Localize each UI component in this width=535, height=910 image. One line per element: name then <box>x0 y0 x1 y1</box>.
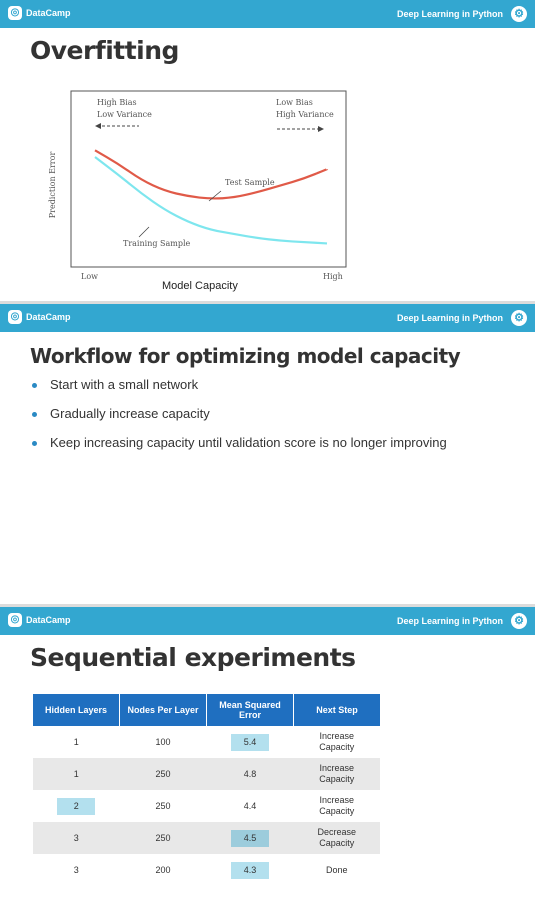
cell-layers: 1 <box>33 758 120 790</box>
annotation-high-bias: High Bias <box>97 98 137 107</box>
cell-next-step: Done <box>325 864 348 875</box>
slide-workflow: ◎ DataCamp Deep Learning in Python ⚙ Work… <box>0 304 535 604</box>
table-header-row: Hidden Layers Nodes Per Layer Mean Squar… <box>33 694 380 726</box>
slide-title: Overfitting <box>30 36 179 65</box>
training-sample-line <box>94 156 328 245</box>
pointer-training <box>138 226 150 238</box>
bullet-item: Gradually increase capacity <box>30 405 470 422</box>
label-test-sample: Test Sample <box>225 178 275 187</box>
cell-nodes: 250 <box>119 758 207 790</box>
course-icon: ⚙ <box>511 6 527 22</box>
header-hidden-layers: Hidden Layers <box>33 694 120 726</box>
header-nodes-per-layer: Nodes Per Layer <box>119 694 207 726</box>
datacamp-logo: ◎ DataCamp <box>8 310 71 324</box>
layers-highlight: 2 <box>57 797 96 815</box>
label-training-sample: Training Sample <box>123 239 191 248</box>
course-title: Deep Learning in Python <box>396 9 503 19</box>
cell-nodes: 250 <box>119 822 207 854</box>
annotation-high-variance: High Variance <box>276 110 334 119</box>
cell-mse: 4.8 <box>206 758 294 790</box>
annotation-low-bias: Low Bias <box>276 98 313 107</box>
cell-layers: 3 <box>33 822 120 854</box>
x-axis-caption: Model Capacity <box>162 280 238 292</box>
mse-highlight: 5.4 <box>231 733 269 751</box>
table-row: 1 100 5.4 Increase Capacity <box>33 726 380 758</box>
table-row: 3 200 4.3 Done <box>33 854 380 886</box>
arrow-left-head <box>95 123 101 129</box>
pointer-test <box>208 190 222 202</box>
header-bar: ◎ DataCamp Deep Learning in Python ⚙ <box>0 607 535 635</box>
datacamp-logo: ◎ DataCamp <box>8 613 71 627</box>
bullet-list: Start with a small network Gradually inc… <box>30 376 470 463</box>
datacamp-logo-icon: ◎ <box>8 6 22 20</box>
datacamp-logo: ◎ DataCamp <box>8 6 71 20</box>
cell-next-step: Increase Capacity <box>319 731 355 752</box>
bullet-item: Keep increasing capacity until validatio… <box>30 434 470 451</box>
table-row: 1 250 4.8 Increase Capacity <box>33 758 380 790</box>
cell-mse: 4.3 <box>207 854 294 886</box>
slide-sequential-experiments: ◎ DataCamp Deep Learning in Python ⚙ Sequ… <box>0 607 535 910</box>
experiments-table: Hidden Layers Nodes Per Layer Mean Squar… <box>33 694 380 886</box>
slide-overfitting: ◎ DataCamp Deep Learning in Python ⚙ Over… <box>0 0 535 301</box>
table-row: 2 250 4.4 Increase Capacity <box>33 790 380 822</box>
overfitting-chart: Prediction Error Low High High Bias Low … <box>48 90 347 281</box>
cell-next-step: Decrease Capacity <box>293 822 380 854</box>
mse-highlight: 4.3 <box>231 861 269 879</box>
x-tick-high: High <box>323 272 343 281</box>
arrow-right-head <box>318 126 324 132</box>
y-axis-label: Prediction Error <box>48 152 57 219</box>
mse-highlight: 4.5 <box>231 829 269 847</box>
cell-nodes: 100 <box>155 736 171 747</box>
table-row: 3 250 4.5 Decrease Capacity <box>33 822 380 854</box>
cell-layers: 3 <box>73 864 79 875</box>
annotation-low-variance: Low Variance <box>97 110 152 119</box>
course-icon: ⚙ <box>511 613 527 629</box>
course-icon: ⚙ <box>511 310 527 326</box>
cell-next-step: Increase Capacity <box>319 795 355 816</box>
course-title: Deep Learning in Python <box>396 313 503 323</box>
test-sample-line <box>94 149 328 200</box>
slide-title: Sequential experiments <box>30 643 356 672</box>
x-tick-low: Low <box>81 272 98 281</box>
header-bar: ◎ DataCamp Deep Learning in Python ⚙ <box>0 0 535 28</box>
header-bar: ◎ DataCamp Deep Learning in Python ⚙ <box>0 304 535 332</box>
cell-mse: 5.4 <box>207 726 294 758</box>
bullet-item: Start with a small network <box>30 376 470 393</box>
cell-mse: 4.5 <box>206 822 294 854</box>
cell-layers: 2 <box>33 790 120 822</box>
course-title: Deep Learning in Python <box>396 616 503 626</box>
cell-nodes: 250 <box>155 800 171 811</box>
cell-nodes: 200 <box>155 864 171 875</box>
slide-title: Workflow for optimizing model capacity <box>30 344 461 368</box>
header-mse: Mean Squared Error <box>206 694 294 726</box>
header-next-step: Next Step <box>293 694 380 726</box>
datacamp-logo-icon: ◎ <box>8 613 22 627</box>
cell-layers: 1 <box>73 736 79 747</box>
datacamp-logo-icon: ◎ <box>8 310 22 324</box>
cell-mse: 4.4 <box>243 800 257 811</box>
cell-next-step: Increase Capacity <box>293 758 380 790</box>
